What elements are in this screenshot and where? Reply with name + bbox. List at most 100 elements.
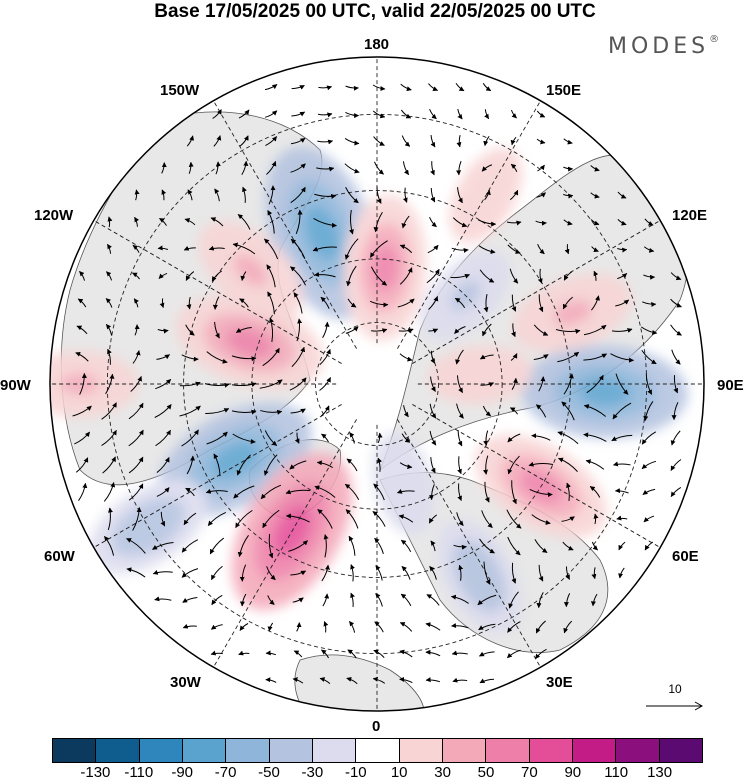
wind-vector (210, 650, 223, 656)
wind-vector (562, 296, 573, 310)
wind-vector (591, 541, 598, 551)
wind-vector (181, 539, 199, 553)
wind-vector (538, 376, 546, 392)
map-title: Base 17/05/2025 00 UTC, valid 22/05/2025… (154, 1, 596, 22)
wind-vector (206, 351, 228, 364)
wind-vector (507, 455, 520, 475)
wind-vector (398, 514, 414, 523)
wind-vector (479, 269, 495, 283)
wind-vector (511, 480, 517, 505)
wind-vector (429, 565, 437, 580)
colorbar-tick-label: -10 (344, 764, 367, 781)
wind-vector (267, 291, 275, 315)
lon-label-120w: 120W (34, 207, 74, 224)
wind-vector (186, 455, 196, 475)
wind-vector (292, 597, 304, 603)
wind-vector (611, 434, 633, 442)
wind-vector (239, 298, 249, 308)
wind-vector (484, 109, 490, 120)
wind-vector (430, 350, 436, 364)
wind-vector (321, 649, 329, 659)
wind-vector (511, 294, 517, 312)
wind-vector (154, 596, 172, 602)
wind-vector (428, 296, 439, 310)
latitude-circle (315, 322, 439, 446)
colorbar-tick-label: 70 (521, 764, 538, 781)
wind-vector (507, 536, 521, 556)
wind-vector (239, 623, 249, 631)
wind-vector (402, 187, 408, 203)
wind-vector (563, 193, 574, 199)
wind-vector (397, 298, 415, 308)
wind-vector (372, 511, 386, 527)
wind-vector (642, 488, 656, 495)
wind-vector (510, 163, 518, 172)
lon-label-90e: 90E (717, 377, 744, 394)
wind-vector (238, 650, 250, 656)
wind-vector (185, 487, 195, 497)
wind-vector (373, 483, 385, 501)
wind-vector (347, 298, 357, 308)
wind-vector (528, 461, 554, 467)
wind-vector (288, 540, 308, 552)
wind-vector (318, 85, 333, 91)
wind-vector (260, 484, 282, 500)
colorbar-tick-label: 10 (390, 764, 408, 781)
wind-vector (211, 594, 223, 606)
wind-vector (531, 514, 551, 525)
colorbar-swatch (659, 739, 702, 762)
wind-vector (425, 677, 441, 683)
wind-vector (617, 219, 627, 226)
wind-vector (106, 271, 113, 281)
wind-vector (480, 382, 495, 387)
wind-vector (267, 210, 275, 234)
wind-vector (267, 622, 274, 632)
wind-vector (643, 246, 655, 253)
wind-vector (370, 266, 388, 286)
wind-vector (312, 246, 337, 252)
wind-vector (457, 187, 463, 204)
wind-vector (399, 676, 413, 684)
wind-vector (345, 85, 359, 91)
wind-vector (321, 433, 329, 443)
registered-mark: ® (709, 34, 720, 45)
lon-label-30w: 30W (170, 674, 201, 691)
wind-vector (535, 404, 547, 418)
wind-vector (589, 486, 601, 498)
wind-vector (373, 649, 385, 659)
wind-vector (537, 243, 545, 255)
wind-vector (320, 296, 330, 309)
wind-vector (236, 454, 251, 476)
wind-vector (266, 566, 276, 581)
wind-vector (534, 539, 548, 554)
wind-vector (563, 138, 573, 145)
wind-vector (155, 378, 172, 390)
wind-vector (483, 455, 489, 475)
wind-vector (345, 509, 359, 529)
wind-vector (458, 564, 464, 581)
wind-vector (290, 570, 307, 576)
wind-vector (429, 217, 437, 228)
colorbar-tick-label: 110 (604, 764, 629, 781)
lon-label-120e: 120E (672, 207, 708, 224)
wind-vector (509, 189, 519, 201)
wind-vector (618, 541, 626, 551)
negative-anomaly-region (210, 441, 260, 478)
wind-vector (317, 139, 334, 145)
wind-vector (107, 348, 112, 365)
positive-anomaly-region (60, 373, 99, 395)
wind-vector (429, 430, 437, 446)
wind-vector (482, 405, 492, 417)
wind-vector (240, 271, 247, 281)
wind-vector (184, 218, 196, 226)
wind-vector (536, 592, 544, 609)
wind-vector (426, 268, 440, 284)
wind-vector (644, 218, 654, 226)
wind-vector (348, 535, 356, 556)
colorbar-tick-label: -90 (171, 764, 194, 781)
wind-vector (478, 245, 496, 255)
wind-vector (583, 353, 608, 361)
colorbar-tick-label: -50 (258, 764, 280, 781)
wind-vector (290, 137, 306, 145)
wind-vector (482, 323, 492, 337)
